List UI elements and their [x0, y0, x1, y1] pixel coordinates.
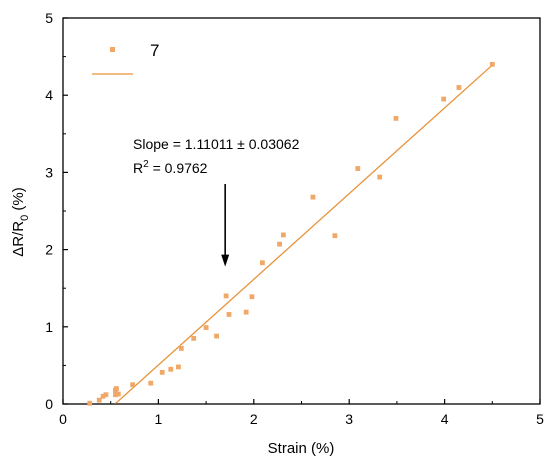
data-point — [310, 194, 316, 200]
plot-frame — [62, 17, 541, 405]
fit-line — [115, 64, 493, 405]
data-point — [214, 333, 219, 339]
data-point — [176, 364, 181, 370]
x-axis-title: Strain (%) — [268, 440, 335, 457]
data-point — [456, 85, 462, 90]
data-points — [87, 61, 495, 406]
y-tick-label: 2 — [45, 242, 53, 258]
data-point — [114, 386, 119, 391]
data-point — [223, 293, 229, 299]
data-point — [226, 312, 232, 317]
y-tick-label: 1 — [45, 319, 53, 335]
data-point — [355, 166, 361, 171]
data-point — [243, 309, 249, 315]
data-point — [332, 233, 338, 239]
data-point — [115, 391, 121, 397]
fit-line-group — [115, 64, 493, 405]
data-point — [168, 366, 174, 372]
y-axis-title-suffix: (%) — [10, 187, 27, 215]
data-point — [178, 346, 184, 351]
data-point — [113, 392, 118, 398]
r-squared-superscript: 2 — [143, 159, 149, 170]
x-tick-label: 3 — [345, 411, 353, 427]
x-axis-ticks: 0 1 2 3 4 5 — [59, 399, 544, 427]
data-point — [249, 294, 255, 300]
data-point — [159, 369, 165, 375]
axes-frame — [62, 17, 541, 405]
legend-label: 7 — [150, 41, 159, 60]
data-point — [393, 115, 399, 121]
r-squared-prefix: R — [133, 160, 143, 176]
x-tick-label: 5 — [536, 411, 544, 427]
data-point — [489, 61, 495, 67]
data-point — [100, 393, 106, 399]
x-tick-label: 1 — [155, 411, 163, 427]
data-point — [280, 232, 286, 238]
data-point — [96, 397, 102, 403]
x-tick-label: 0 — [59, 411, 67, 427]
data-point — [191, 335, 197, 341]
data-point — [259, 260, 265, 266]
y-tick-label: 5 — [45, 10, 53, 26]
data-point — [377, 174, 383, 180]
legend: 7 — [92, 41, 159, 75]
x-tick-label: 2 — [250, 411, 258, 427]
data-point — [441, 96, 447, 102]
legend-marker — [110, 47, 115, 52]
data-point — [277, 241, 282, 247]
y-tick-label: 3 — [45, 164, 53, 180]
annotation-arrow — [221, 183, 230, 267]
data-point — [103, 392, 109, 398]
data-point — [203, 325, 209, 330]
y-axis-title: ΔR/R0 (%) — [10, 187, 31, 256]
y-axis-title-subscript: 0 — [19, 215, 31, 221]
data-point — [148, 380, 154, 386]
y-axis-ticks: 0 1 2 3 4 5 — [45, 10, 68, 412]
data-point — [87, 400, 93, 406]
data-point — [130, 382, 136, 388]
r-squared-value: = 0.9762 — [149, 160, 208, 176]
slope-annotation: Slope = 1.11011 ± 0.03062 — [133, 136, 300, 152]
r-squared-annotation: R2 = 0.9762 — [133, 159, 208, 176]
y-tick-label: 4 — [45, 87, 53, 103]
x-tick-label: 4 — [441, 411, 449, 427]
arrow-head — [221, 254, 230, 267]
y-tick-label: 0 — [45, 396, 53, 412]
y-axis-title-main: ΔR/R — [10, 221, 27, 257]
